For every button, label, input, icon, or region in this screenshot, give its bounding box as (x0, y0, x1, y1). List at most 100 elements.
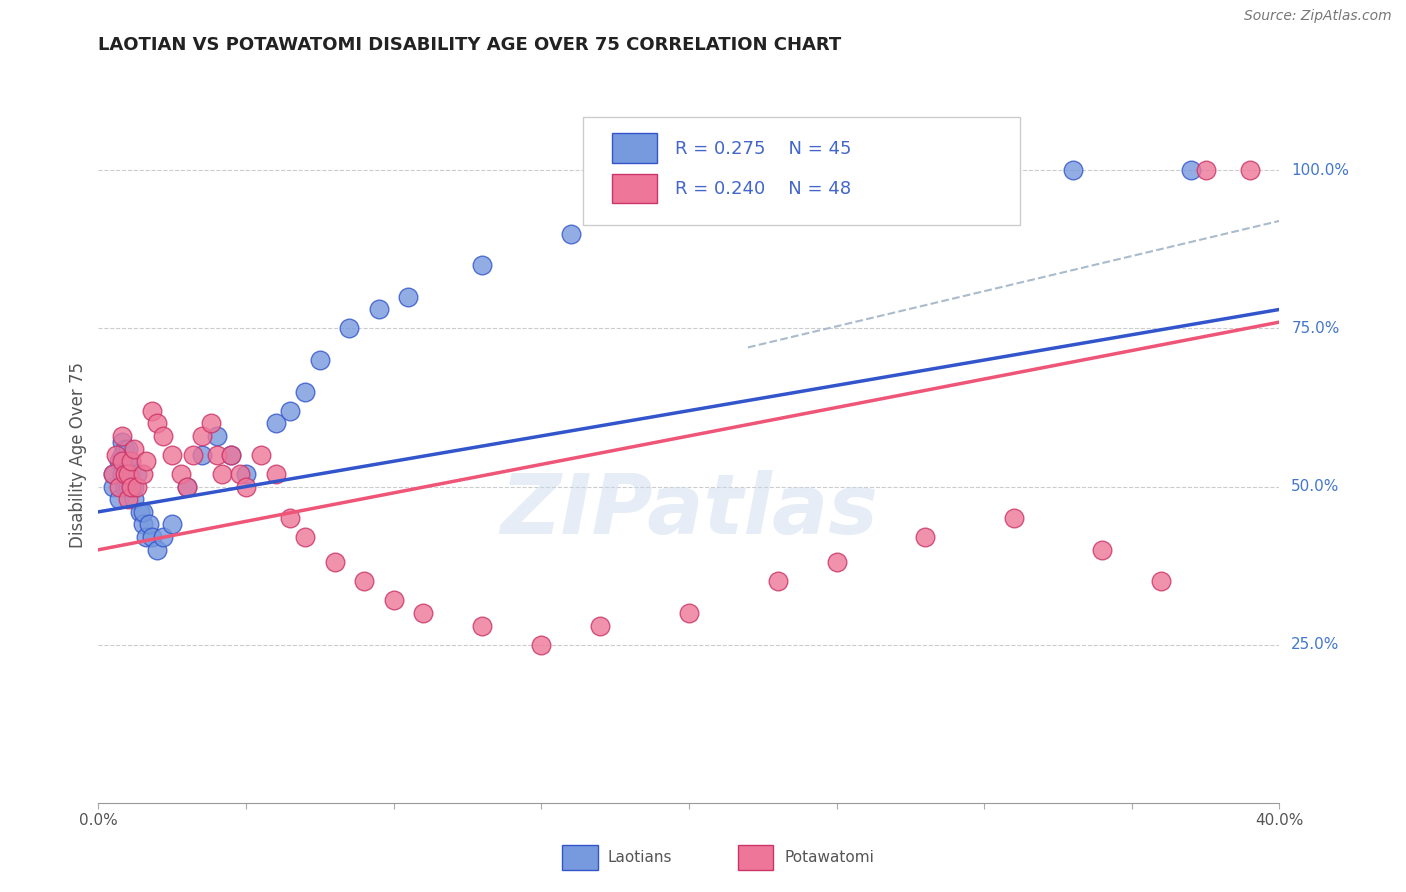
Point (135, 530, 157, 544)
Point (264, 417, 287, 431)
Point (471, 258, 494, 272)
Point (108, 479, 131, 493)
Point (1239, 163, 1261, 178)
Point (117, 479, 139, 493)
Point (337, 321, 360, 335)
Point (294, 530, 316, 544)
Point (111, 448, 134, 462)
Point (229, 467, 252, 481)
Point (111, 454, 134, 468)
Point (368, 302, 391, 317)
Point (117, 492, 139, 507)
Point (412, 606, 434, 620)
Point (1180, 163, 1202, 178)
Point (117, 467, 139, 481)
Point (264, 467, 287, 481)
Point (294, 384, 316, 399)
Text: 75.0%: 75.0% (1291, 321, 1340, 336)
Point (1062, 163, 1084, 178)
Point (152, 429, 174, 443)
Point (132, 517, 155, 532)
Text: 100.0%: 100.0% (1291, 163, 1350, 178)
Point (205, 429, 228, 443)
Text: 50.0%: 50.0% (1291, 479, 1340, 494)
Point (132, 505, 155, 519)
Point (114, 454, 136, 468)
Point (1195, 163, 1218, 178)
Point (353, 574, 375, 589)
Point (152, 530, 174, 544)
Point (122, 492, 145, 507)
Text: LAOTIAN VS POTAWATOMI DISABILITY AGE OVER 75 CORRELATION CHART: LAOTIAN VS POTAWATOMI DISABILITY AGE OVE… (98, 36, 842, 54)
Point (737, 163, 759, 178)
Point (125, 467, 148, 481)
Point (678, 606, 700, 620)
Point (120, 479, 142, 493)
Point (471, 618, 494, 632)
Point (114, 442, 136, 456)
Point (170, 467, 193, 481)
Text: ZIPatlas: ZIPatlas (501, 470, 877, 551)
Point (114, 467, 136, 481)
Point (211, 467, 233, 481)
Point (103, 479, 125, 493)
Point (128, 505, 150, 519)
Point (1150, 574, 1173, 589)
Point (205, 448, 228, 462)
Point (396, 290, 419, 304)
Point (117, 467, 139, 481)
Text: Source: ZipAtlas.com: Source: ZipAtlas.com (1244, 9, 1392, 23)
Point (278, 403, 302, 417)
Point (111, 429, 134, 443)
Text: Laotians: Laotians (607, 850, 672, 864)
Point (766, 574, 789, 589)
Point (235, 479, 257, 493)
Point (117, 454, 139, 468)
FancyBboxPatch shape (582, 118, 1019, 226)
Point (105, 448, 128, 462)
Point (191, 429, 214, 443)
Point (825, 556, 848, 570)
Point (235, 467, 257, 481)
Point (219, 448, 242, 462)
Point (176, 479, 198, 493)
Point (146, 417, 169, 431)
Point (278, 511, 302, 525)
Point (141, 530, 163, 544)
Point (219, 448, 242, 462)
Point (108, 492, 131, 507)
Point (1002, 511, 1025, 525)
Point (103, 467, 125, 481)
Point (181, 448, 204, 462)
Text: 25.0%: 25.0% (1291, 637, 1340, 652)
Point (589, 618, 612, 632)
Point (135, 454, 157, 468)
Point (146, 542, 169, 557)
Point (120, 454, 142, 468)
Point (120, 467, 142, 481)
Point (111, 435, 134, 450)
Point (111, 467, 134, 481)
Text: R = 0.240    N = 48: R = 0.240 N = 48 (675, 180, 851, 198)
Point (382, 593, 405, 607)
Point (914, 530, 936, 544)
Point (250, 448, 273, 462)
Point (141, 403, 163, 417)
Point (138, 517, 160, 532)
Point (530, 638, 553, 652)
Point (122, 479, 145, 493)
Point (122, 442, 145, 456)
Point (162, 517, 183, 532)
Point (323, 556, 346, 570)
Point (114, 479, 136, 493)
Point (176, 479, 198, 493)
FancyBboxPatch shape (612, 134, 657, 162)
Text: R = 0.275    N = 45: R = 0.275 N = 45 (675, 140, 851, 158)
FancyBboxPatch shape (612, 174, 657, 203)
Point (162, 448, 183, 462)
Point (120, 479, 142, 493)
Point (191, 448, 214, 462)
Text: Potawatomi: Potawatomi (785, 850, 875, 864)
Point (125, 479, 148, 493)
Point (117, 442, 139, 456)
